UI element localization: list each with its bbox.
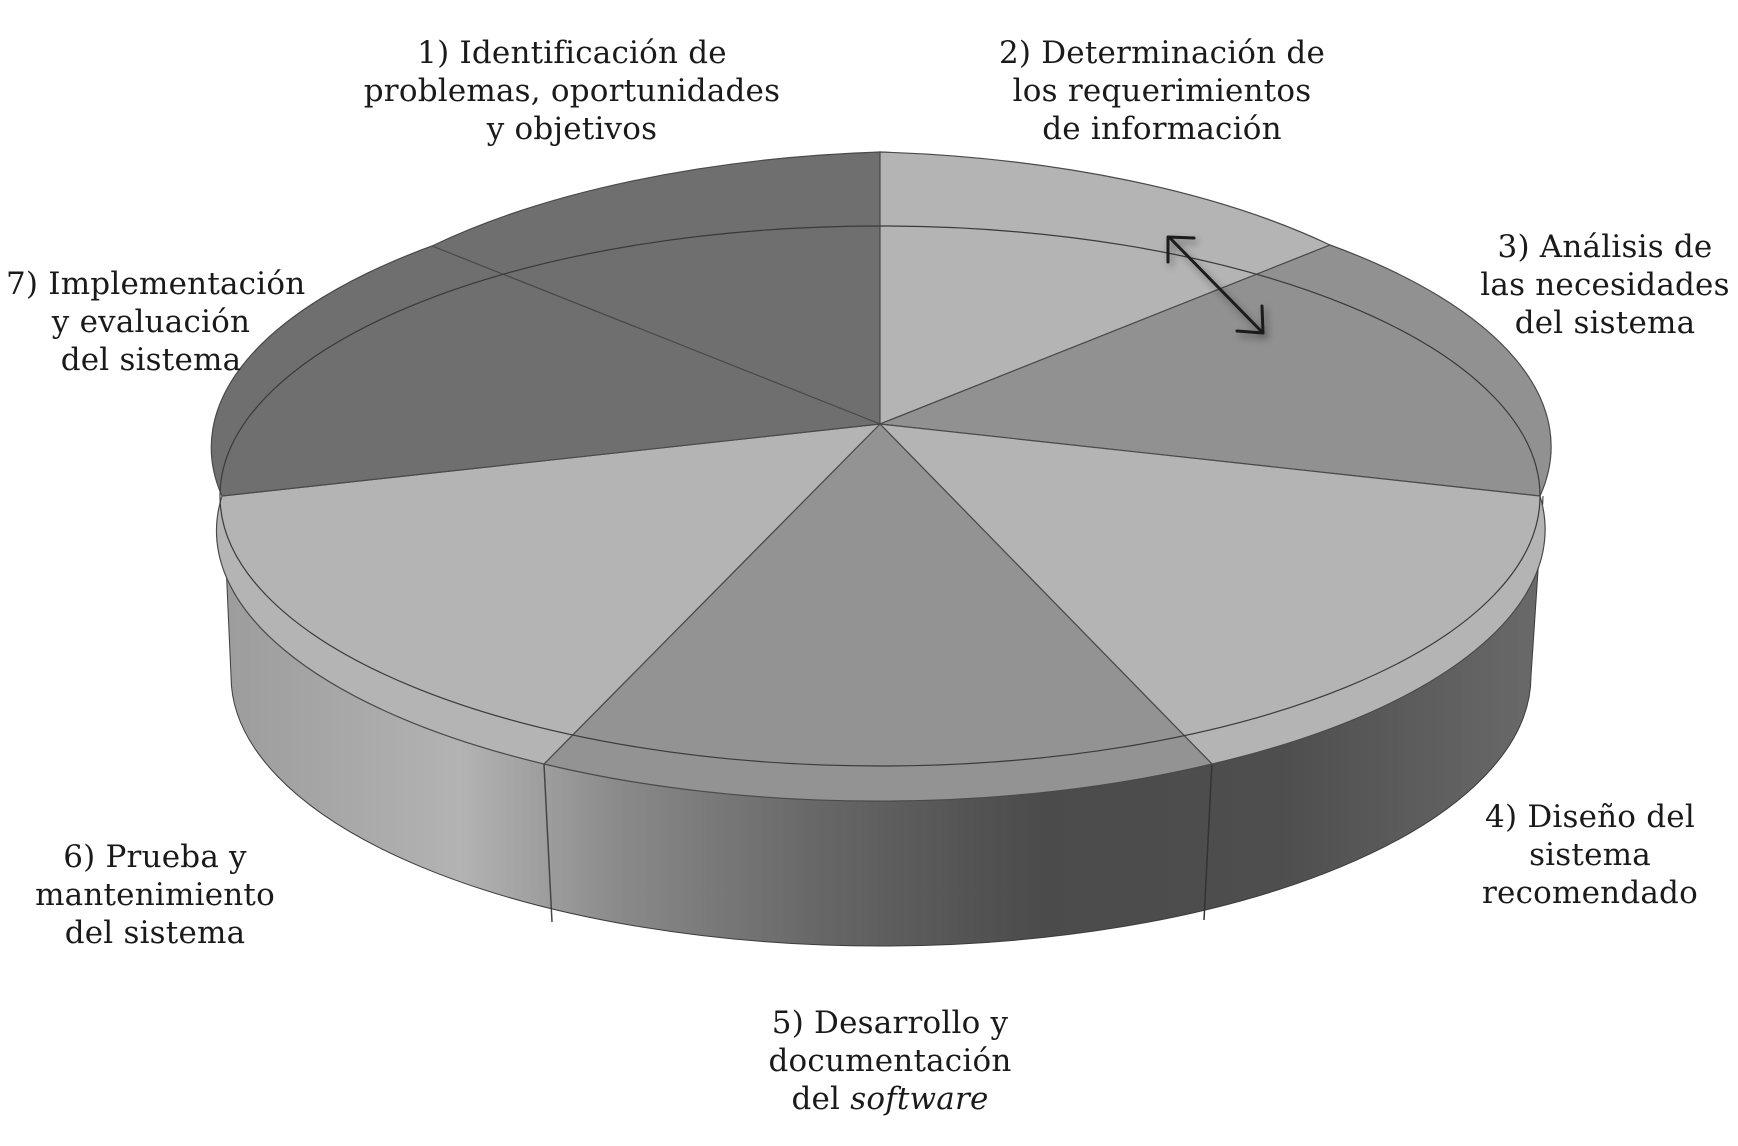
phase-7-label: 7) Implementación y evaluación del siste… — [6, 265, 306, 379]
sector-phase-7 — [210, 245, 881, 497]
phase-1-label: 1) Identificación de problemas, oportuni… — [362, 34, 782, 148]
sector-phase-4 — [878, 423, 1546, 765]
sector-phase-5 — [542, 423, 1214, 802]
phase-3-line-1: 3) Análisis de — [1497, 229, 1713, 265]
phase-1-line-1: 1) Identificación de — [417, 35, 727, 71]
phase-4-line-2: sistema — [1529, 837, 1651, 873]
phase-5-emphasis: software — [850, 1081, 989, 1117]
phase-6-label: 6) Prueba y mantenimiento del sistema — [20, 838, 290, 952]
sector-phase-6 — [215, 423, 882, 765]
phase-4-label: 4) Diseño del sistema recomendado — [1470, 798, 1710, 912]
sector-phase-2 — [879, 151, 1332, 425]
phase-2-label: 2) Determinación de los requerimientos d… — [982, 34, 1342, 148]
double-arrow-icon — [1166, 235, 1265, 335]
phase-2-line-2: los requerimientos — [1012, 73, 1312, 109]
phase-3-line-2: las necesidades — [1480, 267, 1730, 303]
phase-3-label: 3) Análisis de las necesidades del siste… — [1480, 228, 1730, 342]
phase-1-line-2: problemas, oportunidades — [363, 73, 781, 109]
phase-3-line-3: del sistema — [1514, 305, 1696, 341]
phase-5-line-3-text: del — [791, 1081, 851, 1117]
phase-7-line-2: y evaluación — [51, 304, 251, 340]
wheel-top-outline — [219, 225, 1541, 767]
phase-5-line-3: del software — [740, 1080, 1040, 1118]
phase-2-line-3: de información — [1042, 111, 1282, 147]
phase-2-line-1: 2) Determinación de — [998, 35, 1325, 71]
phase-6-line-3: del sistema — [64, 915, 246, 951]
wheel-sectors — [210, 151, 1552, 802]
phase-5-line-1: 5) Desarrollo y — [771, 1005, 1009, 1041]
phase-5-line-2: documentación — [768, 1043, 1012, 1079]
phase-6-line-1: 6) Prueba y — [63, 839, 247, 875]
phase-1-line-3: y objetivos — [486, 111, 658, 147]
sector-phase-3 — [879, 244, 1552, 497]
rim-divider-left — [543, 763, 553, 923]
phase-7-line-1: 7) Implementación — [6, 266, 306, 302]
phase-7-line-3: del sistema — [60, 342, 242, 378]
phase-6-line-2: mantenimiento — [35, 877, 275, 913]
phase-4-line-3: recomendado — [1482, 875, 1698, 911]
sector-phase-1 — [430, 151, 881, 425]
phase-5-label: 5) Desarrollo y documentación del softwa… — [740, 1004, 1040, 1118]
phase-4-line-1: 4) Diseño del — [1485, 799, 1695, 835]
rim-divider-right — [1203, 761, 1213, 921]
